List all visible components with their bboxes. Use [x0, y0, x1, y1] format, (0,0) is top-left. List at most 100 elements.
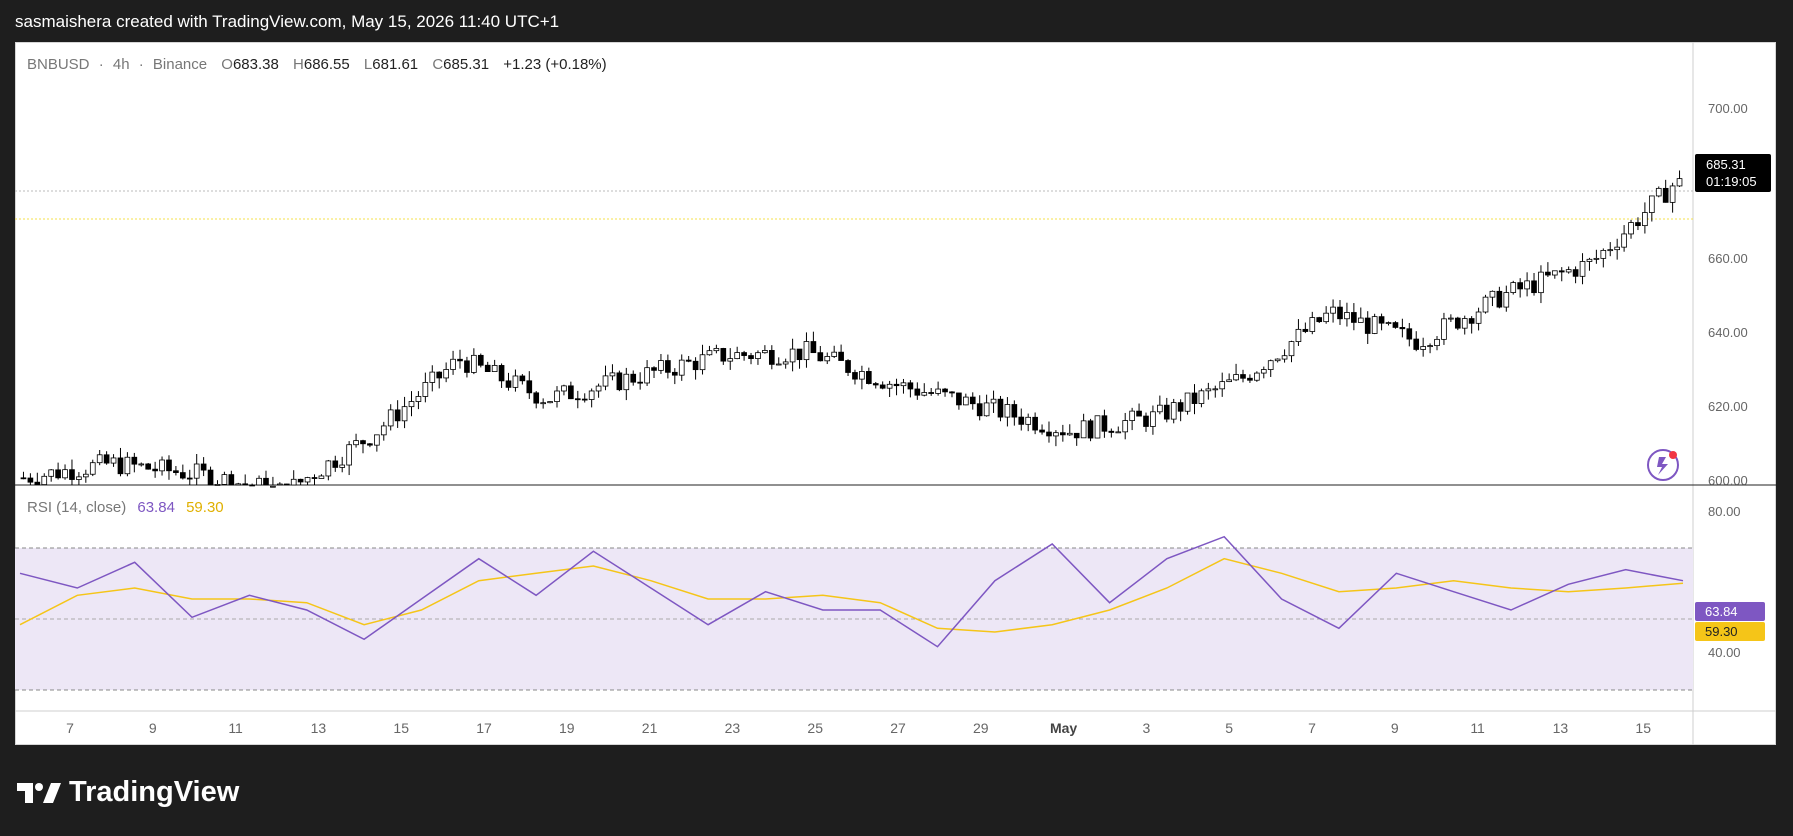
candle-up — [159, 459, 165, 472]
candle-down — [768, 350, 775, 365]
candle-down — [1392, 322, 1399, 328]
candle-down — [879, 384, 886, 389]
candle-up — [1066, 432, 1073, 436]
candle-up — [277, 483, 283, 486]
candle-down — [1406, 328, 1413, 340]
candle-up — [1115, 431, 1122, 434]
time-axis-label: 7 — [66, 720, 74, 736]
candle-down — [117, 457, 124, 475]
candle-up — [540, 402, 546, 405]
candle-down — [332, 460, 339, 468]
candle-up — [1274, 358, 1281, 362]
candle-up — [1309, 317, 1316, 332]
candle-up — [831, 351, 838, 357]
lightning-badge-icon[interactable] — [1647, 449, 1679, 481]
candle-down — [55, 469, 61, 479]
rsi-ma-line — [19, 557, 1684, 633]
candle-up — [221, 474, 228, 485]
candle-up — [512, 375, 519, 388]
candle-up — [374, 434, 380, 446]
candle-down — [748, 355, 754, 359]
price-tick: 620.00 — [1708, 399, 1748, 414]
candle-up — [554, 390, 560, 402]
candle-up — [408, 401, 415, 408]
candle-up — [782, 361, 789, 365]
candle-up — [62, 469, 68, 479]
candle-up — [1219, 381, 1226, 390]
chart-svg[interactable]: BNBUSD · 4h · Binance O683.38 H686.55 L6… — [15, 42, 1776, 745]
candle-up — [450, 358, 456, 370]
candle-up — [89, 462, 96, 475]
legend-close: 685.31 — [443, 56, 489, 73]
candle-down — [671, 371, 678, 376]
brand-name: TradingView — [69, 776, 240, 808]
time-axis-label: 9 — [1391, 720, 1399, 736]
candle-down — [1087, 420, 1094, 439]
tradingview-logo-icon — [17, 782, 61, 803]
candle-up — [734, 352, 740, 360]
candle-down — [574, 398, 581, 401]
candle-down — [1136, 410, 1142, 417]
rsi-ma-label-bg — [1695, 622, 1765, 641]
legend-symbol: BNBUSD — [27, 56, 90, 73]
candle-up — [290, 478, 297, 486]
candle-down — [637, 381, 643, 384]
rsi-value-label: 63.84 — [1705, 604, 1738, 619]
candle-up — [1503, 292, 1510, 308]
time-axis-label: 11 — [228, 720, 243, 736]
candle-up — [325, 460, 332, 477]
candle-up — [706, 350, 713, 356]
time-axis-label: May — [1050, 720, 1077, 736]
rsi-band — [15, 548, 1693, 690]
candle-up — [935, 388, 941, 394]
time-axis-label: 5 — [1225, 720, 1233, 736]
candle-up — [1538, 271, 1544, 294]
candle-up — [415, 396, 422, 402]
candle-up — [1628, 222, 1634, 235]
rsi-title: RSI (14, close) — [27, 499, 126, 516]
candle-down — [1399, 327, 1406, 330]
candle-down — [263, 477, 269, 486]
candle-down — [436, 371, 443, 379]
candle-up — [1461, 318, 1468, 329]
candle-down — [367, 443, 373, 446]
candle-up — [1295, 328, 1302, 343]
candle-down — [498, 365, 505, 382]
candle-down — [526, 380, 533, 394]
candle-up — [429, 371, 436, 383]
candle-down — [180, 472, 186, 479]
candle-down — [616, 372, 623, 391]
candle-up — [1593, 257, 1600, 260]
candle-up — [124, 456, 131, 475]
candle-up — [1004, 404, 1011, 418]
candle-up — [755, 352, 761, 359]
candle-up — [443, 369, 449, 379]
candle-down — [297, 478, 304, 483]
candle-up — [900, 382, 907, 387]
candle-up — [1510, 282, 1517, 293]
candle-up — [401, 406, 408, 422]
candle-up — [1212, 388, 1219, 391]
candle-down — [997, 398, 1004, 418]
time-axis-label: 13 — [1553, 720, 1569, 736]
candle-down — [949, 391, 955, 394]
legend-change: +1.23 (+0.18%) — [503, 56, 606, 73]
candle-down — [464, 360, 470, 373]
rsi-ma-label: 59.30 — [1705, 624, 1738, 639]
candle-down — [394, 409, 401, 422]
time-axis-label: 19 — [559, 720, 575, 736]
candle-up — [824, 356, 831, 362]
candle-up — [1579, 261, 1586, 277]
candle-down — [477, 354, 484, 366]
candle-down — [1545, 271, 1551, 276]
candle-down — [1247, 377, 1253, 381]
candle-down — [186, 477, 193, 480]
candle-down — [1191, 392, 1198, 404]
candle-down — [976, 403, 983, 417]
candle-down — [20, 477, 27, 480]
candle-down — [131, 456, 138, 465]
time-axis-label: 7 — [1308, 720, 1316, 736]
candle-up — [1524, 280, 1530, 290]
candle-up — [1586, 258, 1593, 262]
chart-frame[interactable]: BNBUSD · 4h · Binance O683.38 H686.55 L6… — [15, 42, 1776, 745]
